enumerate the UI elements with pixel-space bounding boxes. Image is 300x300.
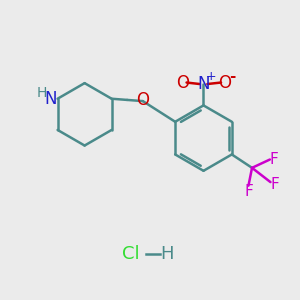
Text: O: O: [136, 91, 149, 109]
Text: O: O: [218, 74, 231, 92]
Text: H: H: [160, 245, 174, 263]
Text: Cl: Cl: [122, 245, 140, 263]
Text: -: -: [229, 69, 236, 84]
Text: O: O: [176, 74, 189, 92]
Text: N: N: [45, 90, 57, 108]
Text: H: H: [37, 86, 47, 100]
Text: N: N: [198, 75, 210, 93]
Text: +: +: [206, 70, 216, 83]
Text: F: F: [270, 152, 279, 167]
Text: F: F: [271, 177, 279, 192]
Text: F: F: [244, 184, 253, 199]
